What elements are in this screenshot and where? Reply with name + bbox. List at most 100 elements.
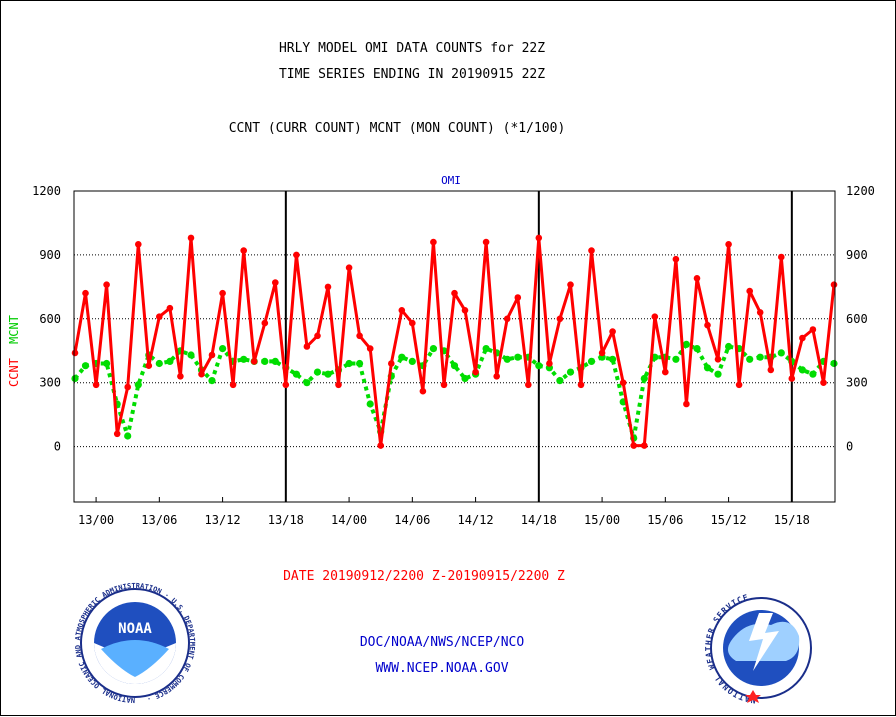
data-point-ccnt [293, 251, 300, 259]
data-point-mcnt [124, 432, 132, 440]
data-point-ccnt [208, 351, 216, 359]
noaa-logo-icon: NATIONAL OCEANIC AND ATMOSPHERIC ADMINIS… [74, 582, 196, 704]
x-tick-label: 13/12 [205, 513, 241, 527]
data-point-mcnt [166, 357, 174, 365]
data-point-ccnt [82, 289, 89, 297]
x-tick-label: 14/06 [394, 513, 430, 527]
tick-labels: 0 0 300 300 600 600 900 900 1200 1200 13/00 13/06 13… [32, 184, 875, 527]
data-point-mcnt [566, 368, 575, 376]
data-point-ccnt [440, 381, 448, 389]
y-tick-label-right: 1200 [846, 184, 875, 198]
x-tick-label: 15/06 [647, 513, 683, 527]
x-tick-label: 14/18 [521, 513, 557, 527]
data-point-mcnt [187, 351, 195, 359]
data-point-mcnt [271, 357, 279, 365]
data-point-ccnt [103, 281, 110, 289]
plot-border [73, 190, 836, 503]
data-point-ccnt [219, 289, 226, 297]
data-point-ccnt [71, 349, 79, 357]
data-point-mcnt [503, 355, 511, 363]
data-point-mcnt [356, 359, 364, 368]
data-point-ccnt [662, 368, 669, 376]
data-point-mcnt [482, 345, 490, 353]
data-point-ccnt [461, 307, 469, 314]
series-ccnt [71, 234, 838, 449]
y-tick-label-left: 600 [39, 312, 61, 326]
data-point-mcnt [609, 355, 617, 363]
chart-title: HRLY MODEL OMI DATA COUNTS for 22Z [279, 41, 545, 56]
data-point-ccnt [250, 358, 258, 365]
y-axis-label-ccnt: CCNT [7, 358, 21, 387]
data-point-ccnt [303, 343, 311, 350]
data-point-mcnt [81, 362, 90, 370]
plot-title: OMI [441, 174, 461, 187]
data-point-mcnt [682, 340, 691, 348]
data-point-ccnt [345, 264, 353, 272]
data-point-mcnt [556, 377, 564, 385]
data-point-ccnt [472, 368, 479, 376]
data-point-mcnt [429, 345, 437, 353]
data-point-ccnt [577, 381, 585, 389]
data-point-ccnt [756, 309, 764, 316]
data-point-mcnt [303, 379, 311, 387]
data-point-ccnt [714, 356, 722, 363]
data-point-ccnt [598, 349, 606, 357]
data-point-mcnt [587, 357, 596, 365]
data-point-ccnt [546, 360, 553, 367]
data-point-ccnt [314, 332, 321, 340]
x-tick-label: 13/00 [78, 513, 114, 527]
data-point-mcnt [461, 374, 469, 383]
data-point-ccnt [683, 400, 690, 408]
data-point-ccnt [282, 381, 290, 389]
x-tick-label: 14/12 [458, 513, 494, 527]
x-tick-label: 15/18 [774, 513, 810, 527]
y-axis-label: CCNT MCNT [7, 315, 21, 387]
data-point-ccnt [493, 373, 501, 380]
data-point-ccnt [693, 275, 701, 282]
data-point-mcnt [830, 359, 838, 368]
data-point-mcnt [703, 364, 712, 372]
data-point-mcnt [155, 359, 163, 368]
y-tick-label-left: 1200 [32, 184, 61, 198]
data-point-mcnt [714, 370, 722, 378]
data-point-mcnt [398, 353, 406, 361]
date-range-label: DATE 20190912/2200 Z-20190915/2200 Z [283, 569, 565, 584]
data-point-ccnt [198, 370, 205, 378]
data-point-ccnt [830, 281, 838, 289]
data-point-ccnt [409, 319, 416, 327]
y-tick-label-left: 900 [39, 248, 61, 262]
data-point-ccnt [567, 281, 574, 289]
data-point-ccnt [672, 255, 680, 263]
data-point-mcnt [408, 357, 416, 365]
data-point-ccnt [820, 379, 827, 387]
x-tick-label: 15/12 [711, 513, 747, 527]
data-point-ccnt [746, 287, 753, 295]
data-point-ccnt [619, 379, 627, 387]
y-axis-label-mcnt: MCNT [7, 315, 21, 344]
data-point-ccnt [156, 313, 163, 321]
data-point-ccnt [377, 442, 385, 449]
data-point-ccnt [398, 307, 406, 314]
data-point-mcnt [693, 345, 701, 353]
data-point-ccnt [725, 241, 732, 248]
data-point-ccnt [113, 430, 121, 438]
data-point-ccnt [809, 326, 817, 333]
data-point-ccnt [799, 334, 806, 342]
data-point-mcnt [798, 366, 807, 374]
url-link[interactable]: WWW.NCEP.NOAA.GOV [375, 661, 508, 676]
data-point-ccnt [388, 360, 395, 367]
data-point-ccnt [419, 387, 427, 395]
data-point-mcnt [292, 370, 300, 378]
data-point-mcnt [261, 357, 269, 365]
data-point-ccnt [778, 253, 785, 261]
data-point-ccnt [451, 289, 458, 297]
data-point-ccnt [166, 304, 174, 312]
data-point-mcnt [71, 374, 79, 383]
data-point-mcnt [450, 362, 459, 370]
x-tick-label: 14/00 [331, 513, 367, 527]
data-point-ccnt [556, 315, 564, 323]
data-point-ccnt [124, 383, 131, 391]
data-point-mcnt [777, 349, 785, 357]
